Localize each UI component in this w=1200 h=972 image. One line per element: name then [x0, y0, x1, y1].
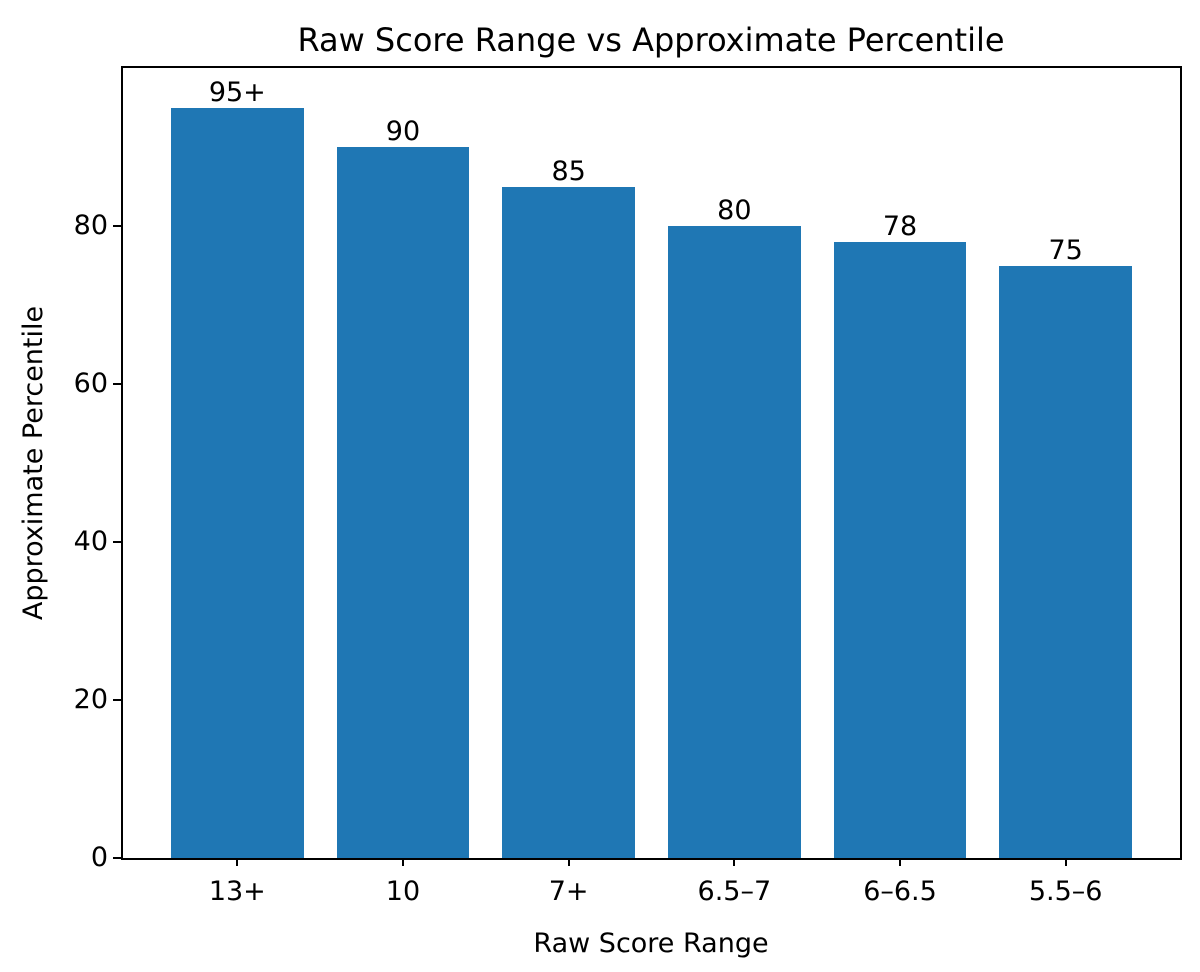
- bar-value-label: 78: [882, 210, 918, 242]
- bar-value-label: 85: [551, 155, 586, 187]
- bar-value-label: 80: [717, 195, 752, 226]
- y-tick-label: 40: [73, 526, 108, 557]
- x-tick-label: 6.5–7: [697, 876, 772, 907]
- y-tick-mark: [113, 225, 121, 227]
- bar: [171, 107, 304, 858]
- x-tick-mark: [236, 858, 239, 866]
- y-tick-mark: [113, 699, 121, 701]
- y-tick-mark: [113, 383, 121, 385]
- x-tick-label: 10: [385, 876, 421, 907]
- y-tick-mark: [113, 857, 121, 859]
- bar: [668, 226, 801, 858]
- x-tick-mark: [567, 858, 570, 866]
- y-tick-label: 80: [73, 210, 108, 241]
- bar-value-label: 90: [385, 116, 421, 147]
- bar: [336, 147, 470, 858]
- y-tick-label: 0: [90, 842, 108, 873]
- x-tick-mark: [899, 858, 901, 866]
- x-tick-label: 5.5–6: [1028, 876, 1103, 907]
- y-tick-mark: [113, 541, 121, 543]
- x-tick-label: 13+: [208, 876, 266, 907]
- chart-title: Raw Score Range vs Approximate Percentil…: [297, 21, 1005, 59]
- bar-value-label: 95+: [208, 76, 266, 108]
- y-tick-label: 60: [73, 368, 108, 399]
- x-axis-label: Raw Score Range: [533, 928, 769, 959]
- plot-area-frame: [121, 66, 1182, 860]
- x-tick-label: 7+: [548, 876, 589, 907]
- bar: [502, 186, 635, 858]
- bar: [999, 265, 1132, 858]
- bar: [833, 241, 967, 858]
- y-axis-label: Approximate Percentile: [18, 305, 49, 621]
- x-tick-mark: [401, 858, 404, 866]
- bar-value-label: 75: [1048, 234, 1083, 266]
- x-tick-mark: [733, 858, 736, 866]
- y-tick-label: 20: [73, 684, 108, 715]
- x-tick-mark: [1064, 858, 1067, 866]
- x-tick-label: 6–6.5: [863, 876, 937, 907]
